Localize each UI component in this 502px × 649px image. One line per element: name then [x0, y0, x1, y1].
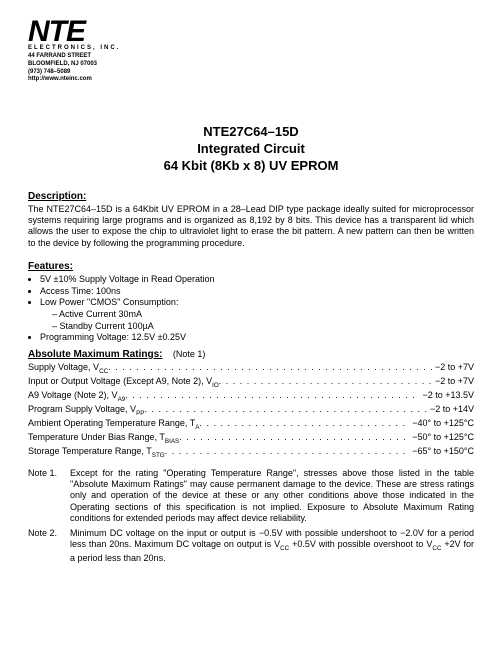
ratings-label: Input or Output Voltage (Except A9, Note…	[28, 376, 219, 390]
ratings-dots: . . . . . . . . . . . . . . . . . . . . …	[179, 432, 410, 446]
ratings-value: −50° to +125°C	[410, 432, 474, 446]
ratings-dots: . . . . . . . . . . . . . . . . . . . . …	[199, 418, 410, 432]
notes-section: Note 1. Except for the rating "Operating…	[28, 468, 474, 564]
features-list: 5V ±10% Supply Voltage in Read Operation…	[28, 274, 474, 344]
ratings-label: Ambient Operating Temperature Range, TA	[28, 418, 199, 432]
ratings-label: Storage Temperature Range, TSTG	[28, 446, 165, 460]
feature-subitem: Active Current 30mA	[52, 309, 474, 321]
ratings-value: −40° to +125°C	[410, 418, 474, 432]
note-1-label: Note 1.	[28, 468, 70, 524]
ratings-row: Input or Output Voltage (Except A9, Note…	[28, 376, 474, 390]
logo-main-text: NTE	[28, 18, 474, 45]
ratings-row: Program Supply Voltage, VPP . . . . . . …	[28, 404, 474, 418]
ratings-value: −2 to +7V	[433, 376, 474, 390]
ratings-section: Absolute Maximum Ratings: (Note 1) Suppl…	[28, 344, 474, 460]
ratings-label: Program Supply Voltage, VPP	[28, 404, 144, 418]
company-header: NTE ELECTRONICS, INC. 44 FARRAND STREET …	[28, 18, 474, 84]
address-line-1: 44 FARRAND STREET	[28, 53, 474, 61]
note-1: Note 1. Except for the rating "Operating…	[28, 468, 474, 524]
company-address: 44 FARRAND STREET BLOOMFIELD, NJ 07003 (…	[28, 53, 474, 84]
features-section: Features: 5V ±10% Supply Voltage in Read…	[28, 261, 474, 344]
ratings-label: Temperature Under Bias Range, TBIAS	[28, 432, 179, 446]
description-text: The NTE27C64–15D is a 64Kbit UV EPROM in…	[28, 204, 474, 249]
company-logo: NTE ELECTRONICS, INC.	[28, 18, 474, 51]
note-1-text: Except for the rating "Operating Tempera…	[70, 468, 474, 524]
description-heading: Description:	[28, 191, 474, 202]
note-2-text: Minimum DC voltage on the input or outpu…	[70, 528, 474, 564]
ratings-row: Storage Temperature Range, TSTG . . . . …	[28, 446, 474, 460]
feature-item: Programming Voltage: 12.5V ±0.25V	[40, 332, 474, 344]
title-line-2: Integrated Circuit	[28, 141, 474, 158]
ratings-label: Supply Voltage, VCC	[28, 362, 108, 376]
ratings-value: −2 to +7V	[433, 362, 474, 376]
feature-subitem: Standby Current 100µA	[52, 321, 474, 333]
ratings-dots: . . . . . . . . . . . . . . . . . . . . …	[219, 376, 433, 390]
feature-sublist: Active Current 30mA Standby Current 100µ…	[40, 309, 474, 332]
ratings-value: −2 to +13.5V	[420, 390, 474, 404]
ratings-heading-note: (Note 1)	[173, 349, 206, 359]
feature-item: Low Power "CMOS" Consumption: Active Cur…	[40, 297, 474, 332]
ratings-dots: . . . . . . . . . . . . . . . . . . . . …	[165, 446, 411, 460]
feature-item: 5V ±10% Supply Voltage in Read Operation	[40, 274, 474, 286]
ratings-dots: . . . . . . . . . . . . . . . . . . . . …	[125, 390, 420, 404]
title-line-3: 64 Kbit (8Kb x 8) UV EPROM	[28, 158, 474, 175]
ratings-row: Ambient Operating Temperature Range, TA …	[28, 418, 474, 432]
feature-item-label: Low Power "CMOS" Consumption:	[40, 297, 178, 307]
note-2-label: Note 2.	[28, 528, 70, 564]
address-line-2: BLOOMFIELD, NJ 07003	[28, 61, 474, 69]
company-url: http://www.nteinc.com	[28, 76, 474, 84]
ratings-row: Supply Voltage, VCC . . . . . . . . . . …	[28, 362, 474, 376]
ratings-dots: . . . . . . . . . . . . . . . . . . . . …	[144, 404, 427, 418]
ratings-value: −2 to +14V	[428, 404, 474, 418]
company-phone: (973) 748–5089	[28, 69, 474, 77]
ratings-heading: Absolute Maximum Ratings:	[28, 349, 162, 360]
ratings-row: Temperature Under Bias Range, TBIAS . . …	[28, 432, 474, 446]
ratings-table: Supply Voltage, VCC . . . . . . . . . . …	[28, 362, 474, 460]
features-heading: Features:	[28, 261, 474, 272]
feature-item: Access Time: 100ns	[40, 286, 474, 298]
ratings-value: −65° to +150°C	[410, 446, 474, 460]
note-2: Note 2. Minimum DC voltage on the input …	[28, 528, 474, 564]
ratings-label: A9 Voltage (Note 2), VA9	[28, 390, 125, 404]
ratings-dots: . . . . . . . . . . . . . . . . . . . . …	[108, 362, 433, 376]
logo-sub-text: ELECTRONICS, INC.	[28, 45, 474, 51]
part-number: NTE27C64–15D	[28, 124, 474, 141]
document-title: NTE27C64–15D Integrated Circuit 64 Kbit …	[28, 124, 474, 175]
description-section: Description: The NTE27C64–15D is a 64Kbi…	[28, 191, 474, 249]
ratings-row: A9 Voltage (Note 2), VA9 . . . . . . . .…	[28, 390, 474, 404]
datasheet-page: NTE ELECTRONICS, INC. 44 FARRAND STREET …	[0, 0, 502, 588]
